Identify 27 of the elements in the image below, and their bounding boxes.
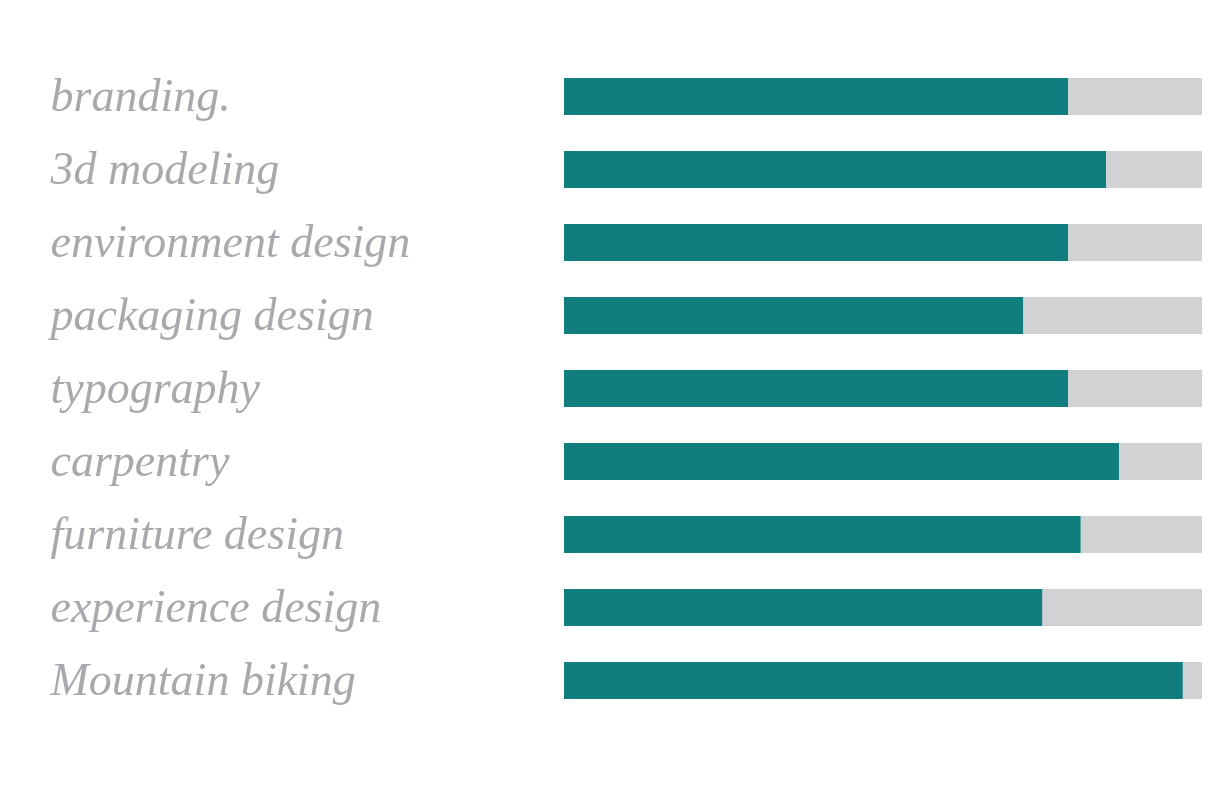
bar	[1068, 78, 1202, 115]
bar	[1080, 516, 1202, 553]
y-tick-label: typography	[50, 361, 261, 413]
y-tick-label: branding.	[50, 69, 231, 121]
bar	[564, 443, 1120, 480]
bar	[564, 662, 1183, 699]
bar	[1042, 589, 1202, 626]
y-tick-label: 3d modeling	[49, 142, 280, 194]
y-tick-label: environment design	[50, 215, 411, 267]
bar	[564, 151, 1107, 188]
bar	[1182, 662, 1202, 699]
y-tick-label: experience design	[50, 580, 382, 632]
bar	[1023, 297, 1202, 334]
bar	[564, 589, 1043, 626]
y-tick-label: packaging design	[47, 288, 374, 340]
bar	[564, 370, 1069, 407]
bar	[564, 516, 1081, 553]
bar	[564, 297, 1024, 334]
bar	[564, 224, 1069, 261]
bar	[1068, 370, 1202, 407]
bar	[1119, 443, 1202, 480]
y-tick-label: furniture design	[50, 507, 344, 559]
bar	[1106, 151, 1202, 188]
y-tick-label: Mountain biking	[49, 653, 356, 705]
bar	[564, 78, 1069, 115]
y-tick-label: carpentry	[50, 434, 230, 486]
bar	[1068, 224, 1202, 261]
